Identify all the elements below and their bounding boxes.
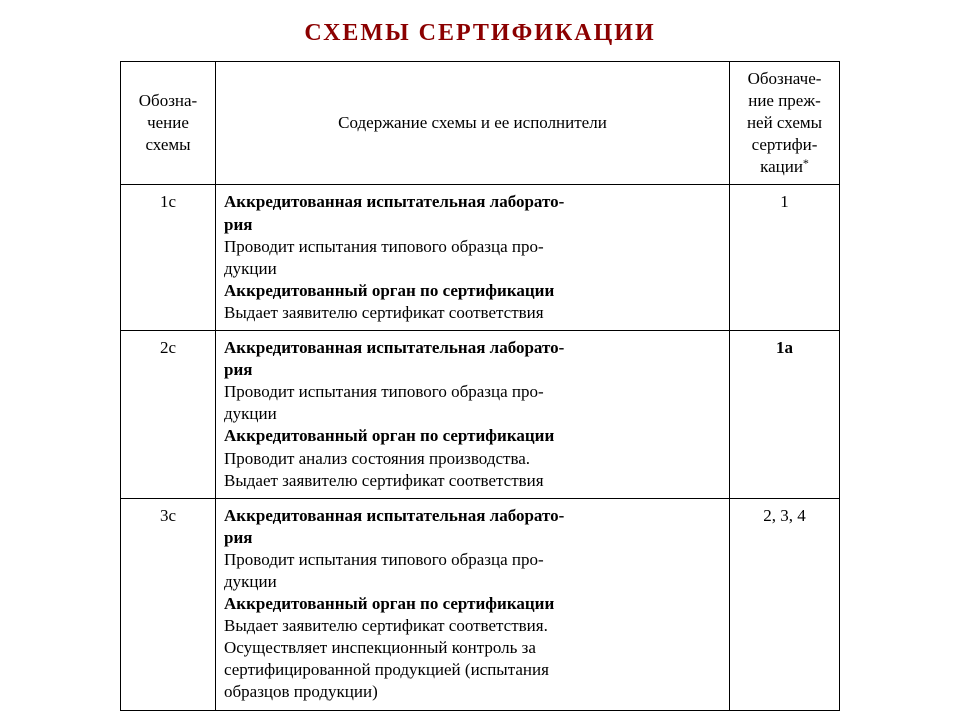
table-row: 1сАккредитованная испытательная лаборато…	[121, 185, 840, 331]
content-line: рия	[224, 527, 721, 549]
content-cell: Аккредитованная испытательная лаборато-р…	[216, 498, 730, 710]
content-line: Аккредитованная испытательная лаборато-	[224, 505, 721, 527]
header-content: Содержание схемы и ее исполнители	[216, 62, 730, 185]
content-line: Проводит испытания типового образца про-	[224, 381, 721, 403]
content-line: рия	[224, 214, 721, 236]
page-title: СХЕМЫ СЕРТИФИКАЦИИ	[0, 20, 960, 47]
header-prev: Обозначе-ние преж-ней схемысертифи-кации…	[730, 62, 840, 185]
content-line: Аккредитованная испытательная лаборато-	[224, 337, 721, 359]
content-line: Проводит анализ состояния производства.	[224, 448, 721, 470]
content-line: сертифицированной продукцией (испытания	[224, 659, 721, 681]
content-line: Аккредитованный орган по сертификации	[224, 593, 721, 615]
table-body: 1сАккредитованная испытательная лаборато…	[121, 185, 840, 710]
table-row: 3сАккредитованная испытательная лаборато…	[121, 498, 840, 710]
content-line: Аккредитованная испытательная лаборато-	[224, 191, 721, 213]
table-row: 2сАккредитованная испытательная лаборато…	[121, 331, 840, 499]
content-line: Проводит испытания типового образца про-	[224, 549, 721, 571]
certification-schemes-table: Обозна-чениесхемы Содержание схемы и ее …	[120, 61, 840, 711]
scheme-cell: 2с	[121, 331, 216, 499]
header-prev-text: Обозначе-ние преж-ней схемысертифи-кации	[747, 69, 822, 176]
prev-cell: 1а	[730, 331, 840, 499]
content-line: Аккредитованный орган по сертификации	[224, 425, 721, 447]
table-header-row: Обозна-чениесхемы Содержание схемы и ее …	[121, 62, 840, 185]
scheme-cell: 3с	[121, 498, 216, 710]
content-line: Осуществляет инспекционный контроль за	[224, 637, 721, 659]
prev-cell: 1	[730, 185, 840, 331]
header-scheme: Обозна-чениесхемы	[121, 62, 216, 185]
content-cell: Аккредитованная испытательная лаборато-р…	[216, 331, 730, 499]
content-line: Проводит испытания типового образца про-	[224, 236, 721, 258]
asterisk-icon: *	[803, 156, 809, 170]
content-line: образцов продукции)	[224, 681, 721, 703]
scheme-cell: 1с	[121, 185, 216, 331]
content-line: рия	[224, 359, 721, 381]
content-cell: Аккредитованная испытательная лаборато-р…	[216, 185, 730, 331]
content-line: дукции	[224, 403, 721, 425]
content-line: дукции	[224, 571, 721, 593]
prev-cell: 2, 3, 4	[730, 498, 840, 710]
content-line: дукции	[224, 258, 721, 280]
content-line: Аккредитованный орган по сертификации	[224, 280, 721, 302]
content-line: Выдает заявителю сертификат соответствия	[224, 302, 721, 324]
content-line: Выдает заявителю сертификат соответствия…	[224, 615, 721, 637]
content-line: Выдает заявителю сертификат соответствия	[224, 470, 721, 492]
